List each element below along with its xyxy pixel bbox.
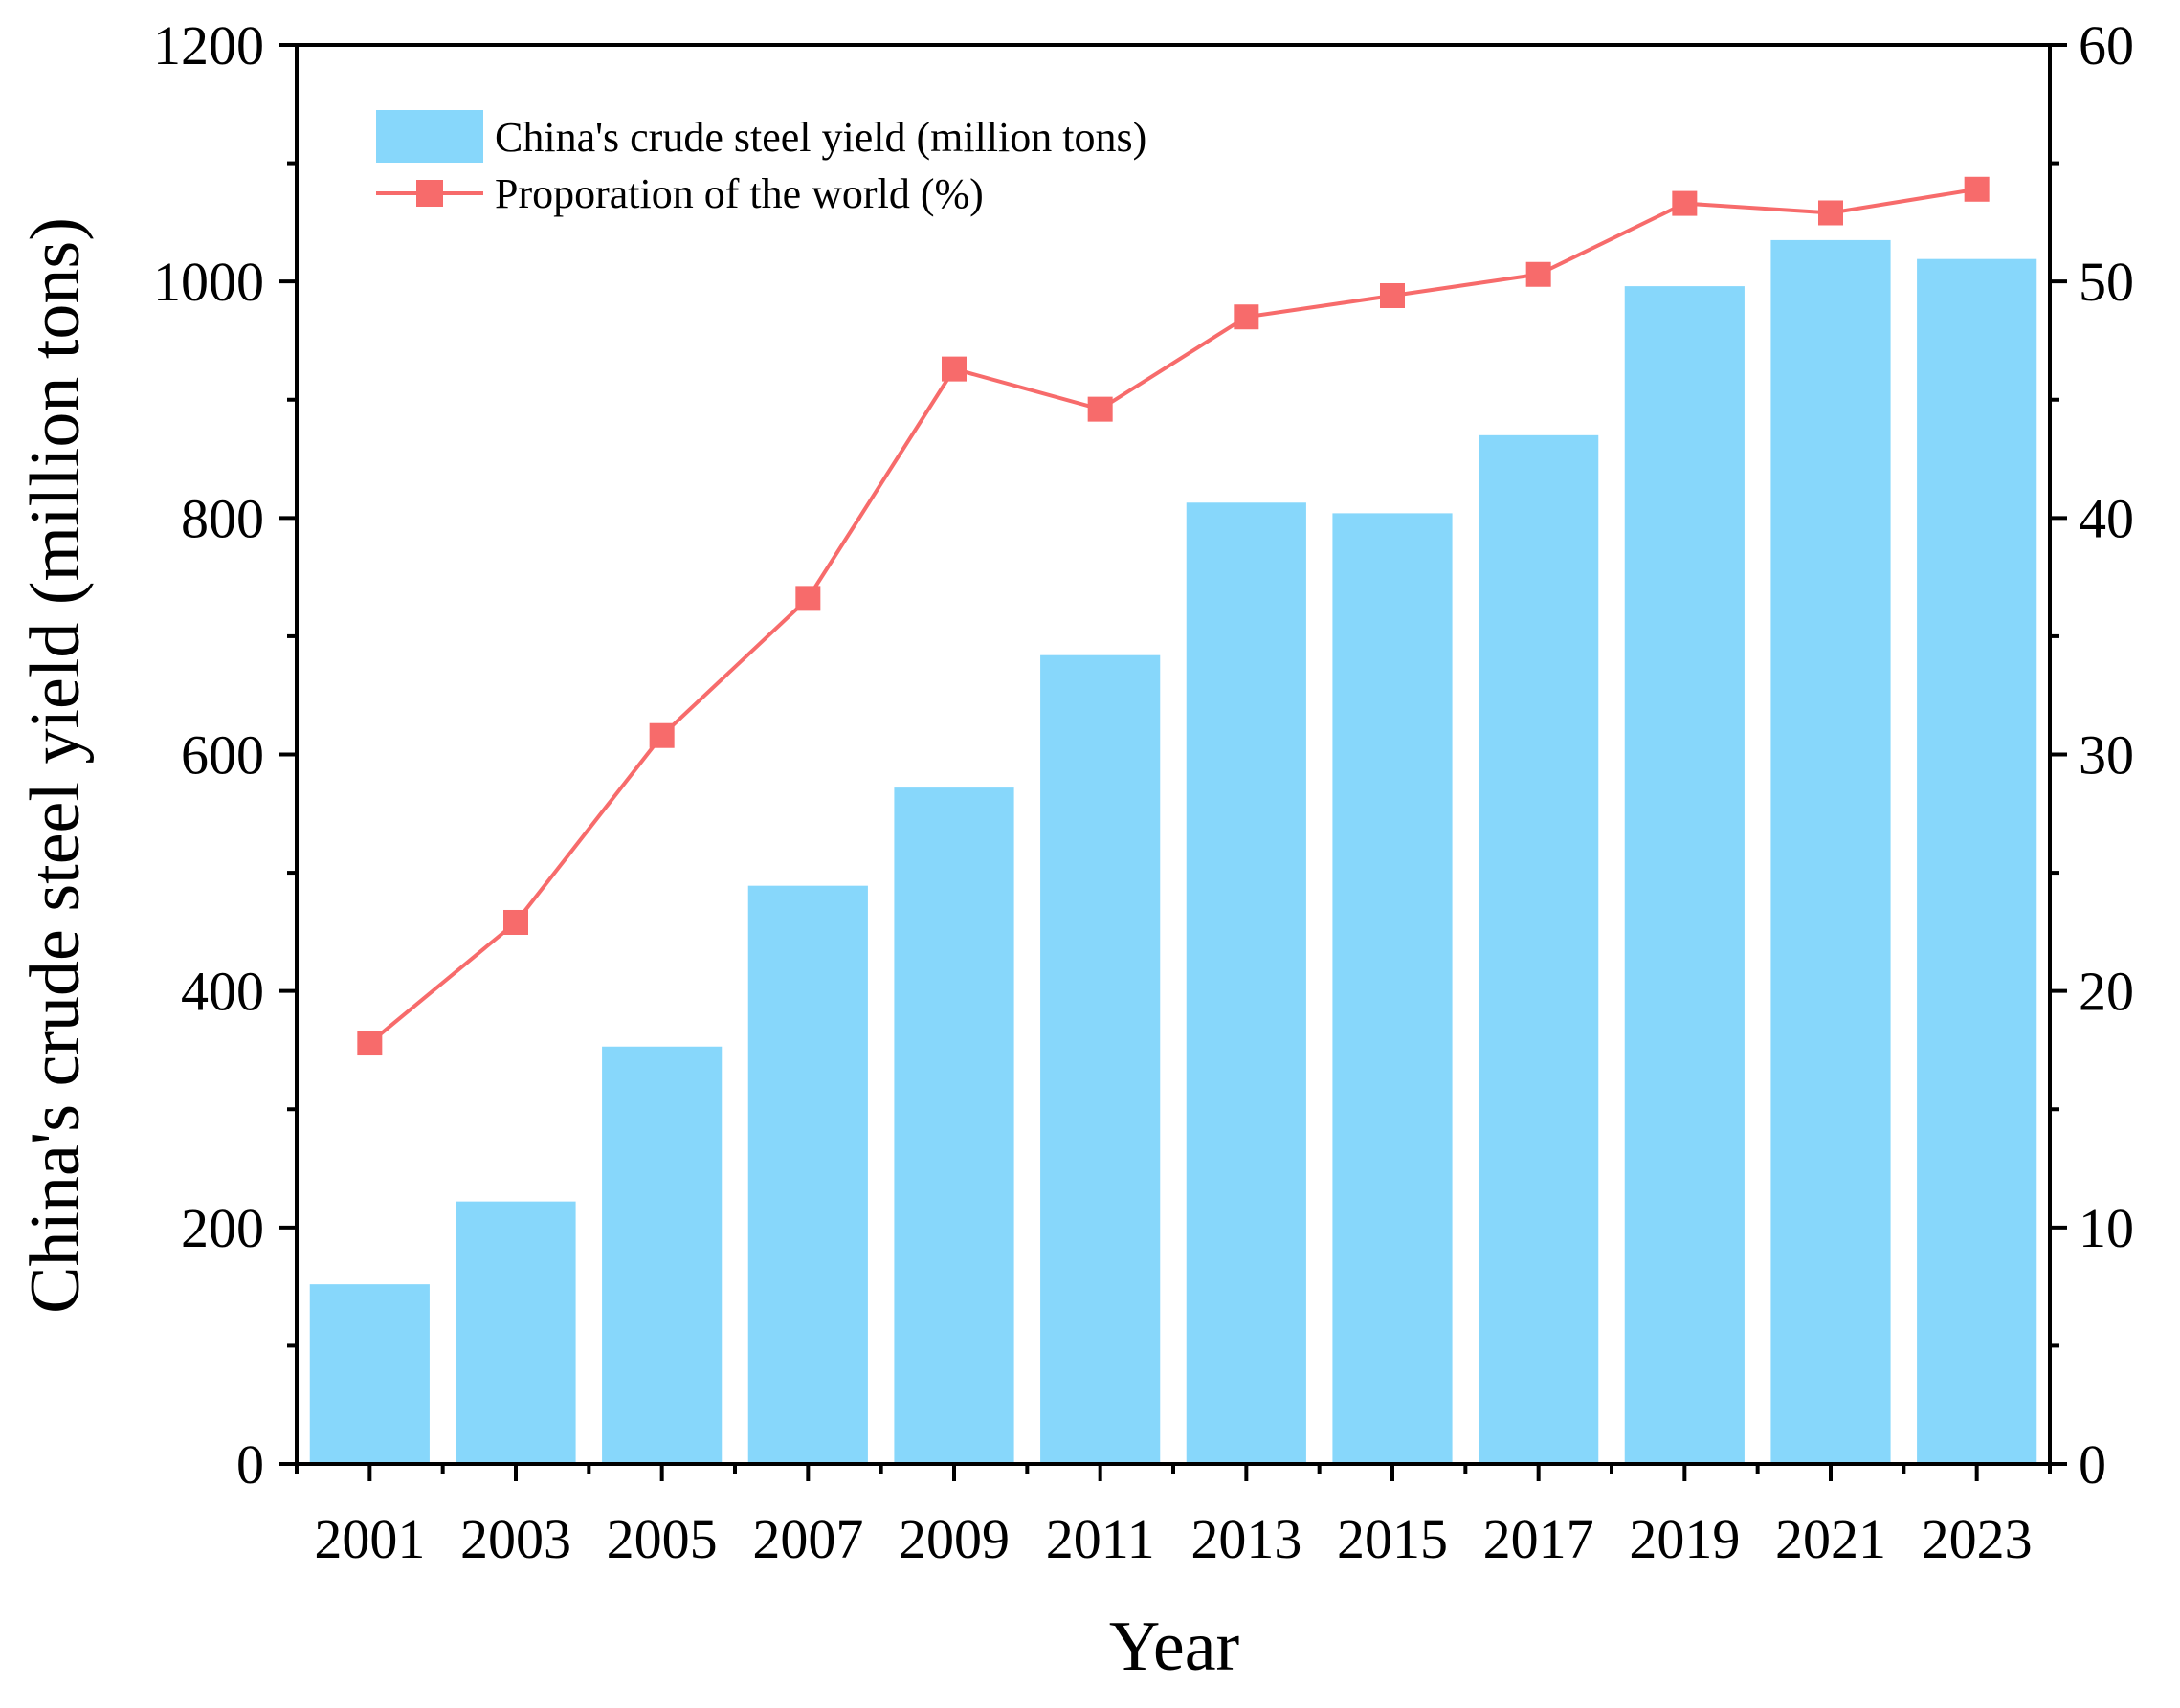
x-axis-title: Year xyxy=(1109,1608,1239,1686)
point-2005 xyxy=(649,722,675,748)
legend: China's crude steel yield (million tons)… xyxy=(376,110,1146,217)
bar-2013 xyxy=(1186,502,1306,1464)
point-2009 xyxy=(942,356,967,382)
point-2017 xyxy=(1525,261,1551,287)
x-tick-label: 2001 xyxy=(314,1508,425,1570)
point-2007 xyxy=(795,586,821,611)
x-tick-label: 2015 xyxy=(1337,1508,1448,1570)
point-2013 xyxy=(1234,304,1259,330)
bar-2009 xyxy=(894,787,1014,1464)
legend-line-label: Proporation of the world (%) xyxy=(495,170,984,217)
x-tick-label: 2007 xyxy=(752,1508,863,1570)
bar-2019 xyxy=(1624,286,1745,1464)
bar-series xyxy=(309,239,2037,1465)
bar-2011 xyxy=(1040,654,1161,1464)
x-tick-label: 2017 xyxy=(1483,1508,1594,1570)
x-tick-label: 2005 xyxy=(607,1508,718,1570)
point-2019 xyxy=(1672,190,1698,216)
point-2015 xyxy=(1380,282,1405,308)
bar-2015 xyxy=(1332,513,1453,1464)
x-tick-label: 2019 xyxy=(1629,1508,1740,1570)
y-tick-label: 600 xyxy=(181,724,264,787)
point-2001 xyxy=(357,1031,383,1056)
x-tick-label: 2011 xyxy=(1046,1508,1155,1570)
x-tick-label: 2023 xyxy=(1922,1508,2033,1570)
x-tick-label: 2013 xyxy=(1190,1508,1301,1570)
bar-2021 xyxy=(1770,239,1891,1465)
y-axis-title: China's crude steel yield (million tons) xyxy=(16,217,95,1314)
y-tick-label: 1200 xyxy=(153,14,264,77)
point-2021 xyxy=(1818,200,1843,226)
y2-tick-label: 0 xyxy=(2079,1433,2106,1496)
point-2023 xyxy=(1964,176,1990,202)
line-series xyxy=(357,176,1990,1056)
y2-tick-label: 30 xyxy=(2079,724,2134,787)
x-tick-label: 2003 xyxy=(460,1508,571,1570)
bar-2003 xyxy=(456,1201,576,1464)
point-2003 xyxy=(503,909,528,935)
x-tick-label: 2009 xyxy=(899,1508,1010,1570)
legend-bar-label: China's crude steel yield (million tons) xyxy=(495,114,1146,161)
point-2011 xyxy=(1087,396,1113,422)
y-tick-label: 400 xyxy=(181,961,264,1023)
bar-2007 xyxy=(747,885,868,1464)
proportion-line xyxy=(368,187,1977,1045)
legend-bar-swatch xyxy=(376,110,483,163)
y2-tick-label: 40 xyxy=(2079,487,2134,549)
x-tick-label: 2021 xyxy=(1775,1508,1886,1570)
y2-tick-label: 60 xyxy=(2079,14,2134,77)
bar-2017 xyxy=(1479,434,1599,1465)
bar-2005 xyxy=(602,1046,723,1464)
y2-tick-label: 10 xyxy=(2079,1197,2134,1259)
bar-2023 xyxy=(1917,258,2037,1465)
bar-2001 xyxy=(309,1284,430,1464)
y-tick-label: 800 xyxy=(181,487,264,549)
axes xyxy=(279,43,2067,1481)
y-tick-label: 0 xyxy=(236,1433,264,1496)
legend-line-marker xyxy=(416,180,443,207)
y-tick-label: 200 xyxy=(181,1197,264,1259)
y2-tick-label: 50 xyxy=(2079,251,2134,313)
y2-tick-label: 20 xyxy=(2079,961,2134,1023)
tick-labels: 0 200 400 600 800 1000 1200 0 10 20 30 40 50 60 2001 20… xyxy=(153,14,2134,1570)
y-tick-label: 1000 xyxy=(153,251,264,313)
